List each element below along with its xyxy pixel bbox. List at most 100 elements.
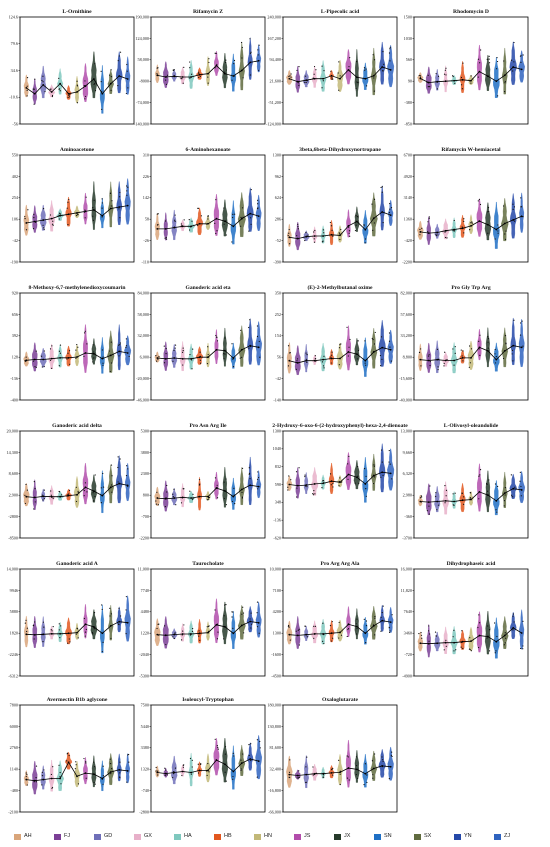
data-point xyxy=(183,764,185,766)
data-point xyxy=(109,74,111,76)
violin-panel: 3beta,6beta-Dihydroxynortropane 1300 962 62… xyxy=(269,144,398,273)
violin-YN xyxy=(116,324,122,371)
violin-ZJ xyxy=(387,448,395,491)
data-point xyxy=(25,775,27,778)
data-point xyxy=(51,223,54,225)
data-point xyxy=(68,94,70,96)
data-point xyxy=(110,69,112,71)
y-tick-label: -74,000 xyxy=(136,100,149,106)
data-point xyxy=(460,76,463,79)
data-point xyxy=(478,198,480,201)
violin-SN xyxy=(362,617,369,645)
data-point xyxy=(101,650,103,653)
data-point xyxy=(454,82,456,84)
data-point xyxy=(307,234,309,236)
data-point xyxy=(295,630,297,632)
data-point xyxy=(191,759,193,761)
data-point xyxy=(198,484,201,486)
y-tick-label: 21,600 xyxy=(269,79,281,85)
y-tick-label: 6000 xyxy=(10,724,18,729)
data-point xyxy=(331,768,333,770)
data-point xyxy=(242,753,244,755)
y-tick-label: 350 xyxy=(275,290,281,295)
violin-HN xyxy=(74,622,80,640)
data-point xyxy=(445,495,447,497)
data-point xyxy=(165,83,168,85)
data-point xyxy=(365,68,367,70)
data-point xyxy=(75,214,78,217)
violin-panel: Rhodomycin D 1500 1030 560 90 -380 -850 xyxy=(400,6,529,135)
violin-JS xyxy=(83,324,88,373)
data-point xyxy=(180,223,182,225)
data-point xyxy=(192,497,194,500)
violin-JS xyxy=(82,463,89,505)
data-point xyxy=(520,197,522,199)
data-point xyxy=(24,622,26,624)
data-point xyxy=(249,217,252,219)
data-point xyxy=(496,511,498,513)
data-point xyxy=(478,622,481,624)
data-point xyxy=(163,362,166,364)
violin-GX xyxy=(180,623,186,642)
data-point xyxy=(77,214,79,216)
data-point xyxy=(477,58,480,60)
data-point xyxy=(83,757,85,760)
data-point xyxy=(306,756,308,758)
violin-AH xyxy=(417,220,424,240)
data-point xyxy=(488,479,490,481)
legend-label: FJ xyxy=(64,833,71,839)
data-point xyxy=(504,335,507,337)
violin-YN xyxy=(115,51,123,94)
data-point xyxy=(298,84,300,86)
data-point xyxy=(248,326,250,329)
data-point xyxy=(119,342,121,344)
data-point xyxy=(513,41,515,44)
violin-GD xyxy=(434,486,441,513)
data-point xyxy=(495,650,497,652)
data-point xyxy=(240,769,242,771)
data-point xyxy=(296,777,298,779)
y-tick-label: 56 xyxy=(277,355,281,360)
y-tick-label: 1300 xyxy=(273,428,281,433)
legend-label: GX xyxy=(144,833,152,839)
violin-panel: Taurocholate 11,000 7740 4480 1220 -2040 -5300 xyxy=(137,558,266,687)
data-point xyxy=(200,215,203,217)
violin-FJ xyxy=(295,616,301,649)
data-point xyxy=(347,627,350,630)
data-point xyxy=(314,357,316,360)
data-point xyxy=(389,208,391,210)
violin-AH xyxy=(154,486,161,506)
y-tick-label: 550 xyxy=(12,152,18,157)
violin-FJ xyxy=(32,761,38,795)
legend: AH FJ GD GX HA HB HN JS JX SN SX YN ZJ xyxy=(14,832,544,842)
data-point xyxy=(349,235,351,237)
data-point xyxy=(469,497,472,499)
data-point xyxy=(58,764,60,766)
violin-GX xyxy=(443,65,449,93)
data-point xyxy=(43,228,45,230)
data-point xyxy=(165,769,167,771)
data-point xyxy=(35,366,37,369)
data-point xyxy=(110,637,112,640)
data-point xyxy=(84,98,86,100)
data-point xyxy=(462,62,464,64)
violin-HN xyxy=(74,76,80,104)
median-trend-line xyxy=(420,215,522,234)
data-point xyxy=(76,102,79,104)
data-point xyxy=(51,367,53,369)
data-point xyxy=(304,75,307,77)
data-point xyxy=(164,220,167,222)
legend-swatch xyxy=(494,834,501,840)
data-point xyxy=(388,627,390,629)
data-point xyxy=(94,766,96,768)
data-point xyxy=(83,332,86,334)
data-point xyxy=(297,225,299,228)
legend-item: HB xyxy=(214,832,252,842)
data-point xyxy=(109,758,111,760)
violin-HA xyxy=(319,342,327,372)
data-point xyxy=(390,207,393,209)
data-point xyxy=(34,501,36,503)
data-point xyxy=(223,615,225,617)
